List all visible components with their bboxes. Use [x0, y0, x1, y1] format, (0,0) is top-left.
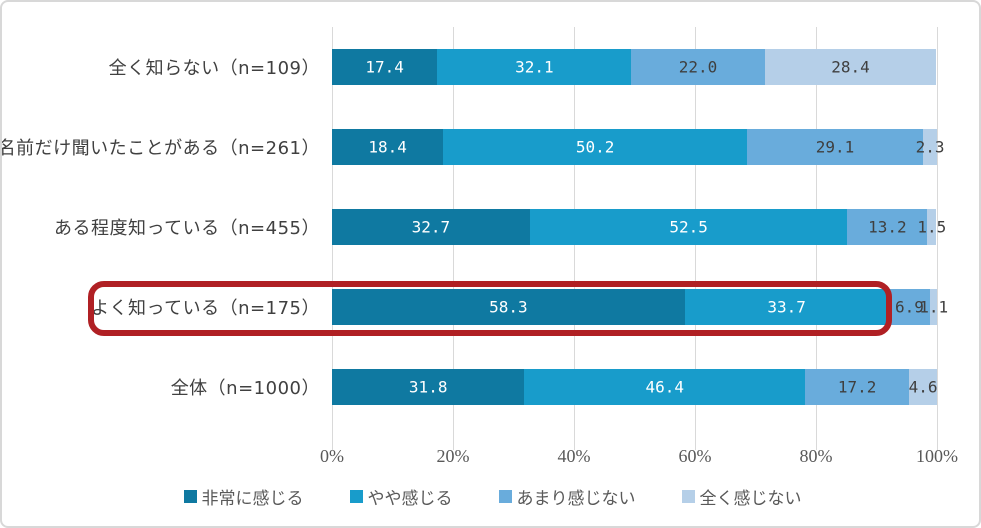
- bar-segment-label: 28.4: [831, 57, 870, 77]
- bar-segment: [930, 289, 937, 325]
- bar-segment-label: 17.4: [365, 57, 404, 77]
- category-label: ある程度知っている（n=455）: [54, 218, 320, 239]
- bar-segment-label: 32.7: [411, 217, 451, 237]
- legend-label: あまり感じない: [516, 489, 636, 509]
- bar-segment-label: 33.7: [767, 297, 806, 317]
- bar-segment: [888, 289, 931, 325]
- bar-segment: [684, 289, 889, 325]
- x-tick-label: 40%: [557, 446, 591, 466]
- bar-segment: [332, 209, 530, 245]
- bar-row: 全体（n=1000） 31.8 46.4 17.2 4.6: [2, 369, 979, 405]
- bar-segment: [927, 209, 937, 245]
- bar-segment: [631, 49, 765, 85]
- bar-segment-label: 46.4: [645, 377, 685, 397]
- legend-swatch-icon: [349, 490, 363, 503]
- category-label: 全く知らない（n=109）: [108, 58, 320, 79]
- bar-segment: [909, 369, 937, 405]
- bar-segment: [332, 49, 438, 85]
- bar-segment-label: 52.5: [669, 217, 708, 237]
- stacked-bar: 18.4 50.2 29.1 2.3: [332, 129, 944, 165]
- legend-swatch-icon: [498, 490, 512, 503]
- category-label: よく知っている（n=175）: [91, 298, 320, 319]
- stacked-bar: 17.4 32.1 22.0 28.4: [332, 49, 937, 85]
- stacked-bar: 31.8 46.4 17.2 4.6: [332, 369, 938, 405]
- category-label: 全体（n=1000）: [170, 378, 320, 399]
- bar-row: ある程度知っている（n=455） 32.7 52.5 13.2 1.5: [2, 209, 979, 245]
- bar-segment: [923, 129, 937, 165]
- bar-segment-label: 18.4: [368, 137, 407, 157]
- bar-segment-label: 29.1: [815, 137, 855, 157]
- legend-swatch-icon: [681, 490, 695, 503]
- bar-segment: [332, 129, 444, 165]
- stacked-bar: 32.7 52.5 13.2 1.5: [332, 209, 946, 245]
- x-axis: 0% 20% 40% 60% 80% 100%: [2, 446, 979, 470]
- legend-item: 全く感じない: [681, 484, 802, 509]
- bar-segment: [529, 209, 848, 245]
- legend-label: 非常に感じる: [201, 489, 304, 509]
- bar-segment: [847, 209, 928, 245]
- legend-swatch-icon: [183, 490, 197, 503]
- gridline: [936, 27, 938, 450]
- legend: 非常に感じる やや感じる あまり感じない 全く感じない: [2, 484, 979, 509]
- x-tick-label: 100%: [916, 446, 958, 466]
- bar-row: 名前だけ聞いたことがある（n=261） 18.4 50.2 29.1 2.3: [0, 129, 979, 165]
- bar-segment: [332, 369, 525, 405]
- bar-segment: [524, 369, 806, 405]
- bar-segment: [443, 129, 748, 165]
- x-tick-label: 0%: [320, 446, 344, 466]
- bar-row: 全く知らない（n=109） 17.4 32.1 22.0 28.4: [2, 49, 979, 85]
- highlight-box: [88, 281, 892, 336]
- x-tick-label: 60%: [678, 446, 712, 466]
- bar-segment-label: 4.6: [908, 377, 938, 397]
- bar-segment: [805, 369, 910, 405]
- legend-item: やや感じる: [349, 484, 453, 509]
- bar-segment: [764, 49, 937, 85]
- x-tick-label: 80%: [799, 446, 833, 466]
- x-tick-label: 20%: [436, 446, 470, 466]
- bar-segment-label: 1.5: [917, 217, 947, 237]
- bar-segment-label: 1.1: [919, 297, 949, 317]
- legend-label: やや感じる: [367, 489, 453, 509]
- bar-segment-label: 6.9: [895, 297, 924, 317]
- bar-segment-label: 2.3: [915, 137, 945, 157]
- bar-segment-label: 22.0: [678, 57, 718, 77]
- legend-label: 全く感じない: [699, 489, 802, 509]
- bar-segment: [332, 289, 685, 325]
- bar-segment-label: 50.2: [575, 137, 615, 157]
- legend-item: 非常に感じる: [183, 484, 304, 509]
- bar-segment-label: 13.2: [868, 217, 907, 237]
- bar-segment-label: 31.8: [408, 377, 448, 397]
- bar-segment: [437, 49, 632, 85]
- stacked-bar: 58.3 33.7 6.9 1.1: [332, 289, 948, 325]
- bar-segment: [747, 129, 924, 165]
- category-label: 名前だけ聞いたことがある（n=261）: [0, 138, 320, 159]
- bar-segment-label: 17.2: [837, 377, 877, 397]
- bar-segment-label: 58.3: [489, 297, 528, 317]
- bar-row: よく知っている（n=175） 58.3 33.7 6.9 1.1: [2, 289, 979, 325]
- legend-item: あまり感じない: [498, 484, 636, 509]
- bar-segment-label: 32.1: [515, 57, 554, 77]
